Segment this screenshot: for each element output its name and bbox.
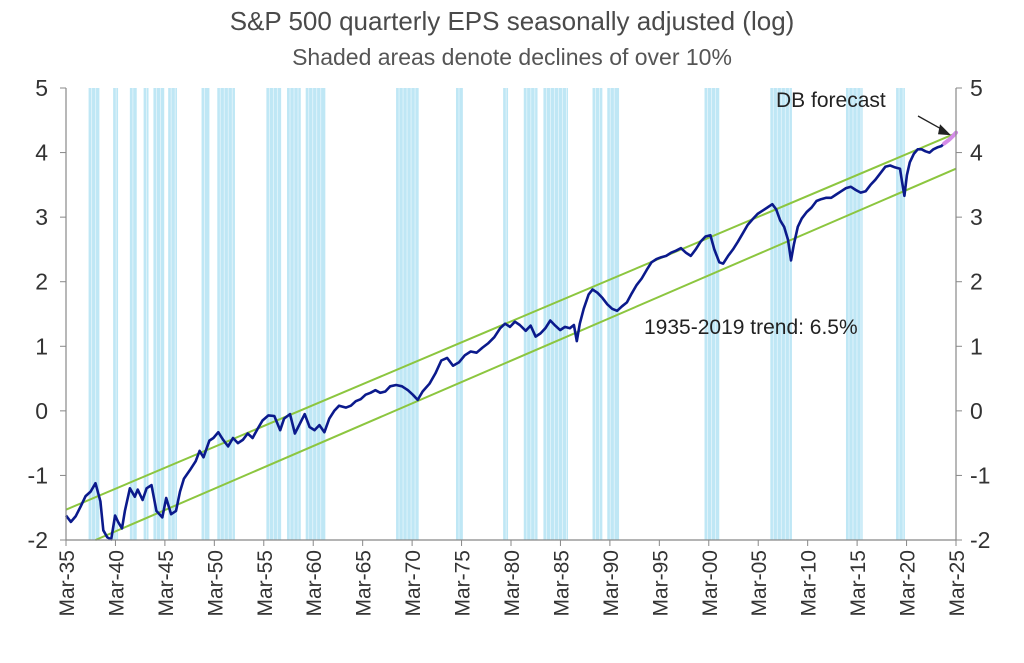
trend-upper-line xyxy=(65,132,957,511)
x-tick-label: Mar-65 xyxy=(353,550,376,617)
shaded-period-16 xyxy=(592,88,603,540)
trend-lower-line xyxy=(95,167,957,541)
x-tick-label: Mar-50 xyxy=(204,550,227,617)
trend-annotation: 1935-2019 trend: 6.5% xyxy=(644,316,858,339)
y-tick-label-left: 1 xyxy=(35,333,48,359)
y-tick-label-left: 3 xyxy=(35,204,48,230)
x-tick-label: Mar-15 xyxy=(847,550,870,617)
x-tick-label: Mar-10 xyxy=(798,550,821,617)
x-tick-label: Mar-45 xyxy=(155,550,178,617)
x-tick-label: Mar-80 xyxy=(501,550,524,617)
shaded-period-0 xyxy=(88,88,100,540)
y-tick-label-left: 2 xyxy=(35,269,48,295)
y-tick-label-left: -1 xyxy=(28,462,48,488)
y-tick-label-right: 1 xyxy=(970,333,983,359)
shaded-period-13 xyxy=(503,88,509,540)
x-tick-label: Mar-00 xyxy=(699,550,722,617)
annotations: 1935-2019 trend: 6.5% DB forecast xyxy=(644,89,952,339)
axes: 5 5 4 4 3 3 2 2 1 1 0 0 -1 -1 -2 -2 Mar-35 Mar-40 Mar-45 Ma… xyxy=(28,75,991,617)
shaded-period-1 xyxy=(113,88,119,540)
x-tick-label: Mar-60 xyxy=(303,550,326,617)
forecast-annotation: DB forecast xyxy=(776,89,886,112)
eps-series-line xyxy=(64,142,946,541)
x-tick-label: Mar-55 xyxy=(254,550,277,617)
y-tick-label-left: 0 xyxy=(35,398,48,424)
x-tick-label: Mar-75 xyxy=(452,550,475,617)
y-tick-label-right: -2 xyxy=(970,527,990,553)
series-lines xyxy=(64,130,958,541)
chart-subtitle: Shaded areas denote declines of over 10% xyxy=(292,44,732,70)
y-tick-label-right: 0 xyxy=(970,398,983,424)
x-tick-label: Mar-90 xyxy=(600,550,623,617)
trend-band xyxy=(65,132,957,541)
x-tick-label: Mar-05 xyxy=(748,550,771,617)
y-tick-label-left: -2 xyxy=(28,527,48,553)
y-tick-label-right: 3 xyxy=(970,204,983,230)
x-tick-label: Mar-40 xyxy=(105,550,128,617)
y-tick-label-left: 5 xyxy=(35,75,48,101)
x-tick-label: Mar-85 xyxy=(550,550,573,617)
x-tick-label: Mar-95 xyxy=(649,550,672,617)
shaded-decline-periods xyxy=(88,88,905,540)
x-tick-label: Mar-25 xyxy=(946,550,969,617)
y-tick-label-left: 4 xyxy=(35,140,48,166)
shaded-period-5 xyxy=(168,88,178,540)
chart-title: S&P 500 quarterly EPS seasonally adjuste… xyxy=(229,6,795,36)
y-tick-label-right: 5 xyxy=(970,75,983,101)
shaded-period-4 xyxy=(153,88,165,540)
x-tick-label: Mar-35 xyxy=(56,550,79,617)
x-tick-label: Mar-20 xyxy=(897,550,920,617)
shaded-period-3 xyxy=(143,88,149,540)
shaded-period-15 xyxy=(543,88,568,540)
shaded-period-20 xyxy=(845,88,863,540)
y-tick-label-right: -1 xyxy=(970,462,990,488)
shaded-period-17 xyxy=(607,88,620,540)
forecast-series-line xyxy=(942,130,958,146)
x-tick-label: Mar-70 xyxy=(402,550,425,617)
y-tick-label-right: 2 xyxy=(970,269,983,295)
shaded-period-6 xyxy=(201,88,210,540)
shaded-period-7 xyxy=(217,88,235,540)
y-tick-label-right: 4 xyxy=(970,140,983,166)
forecast-arrow-head xyxy=(938,124,952,136)
shaded-period-21 xyxy=(896,88,905,540)
